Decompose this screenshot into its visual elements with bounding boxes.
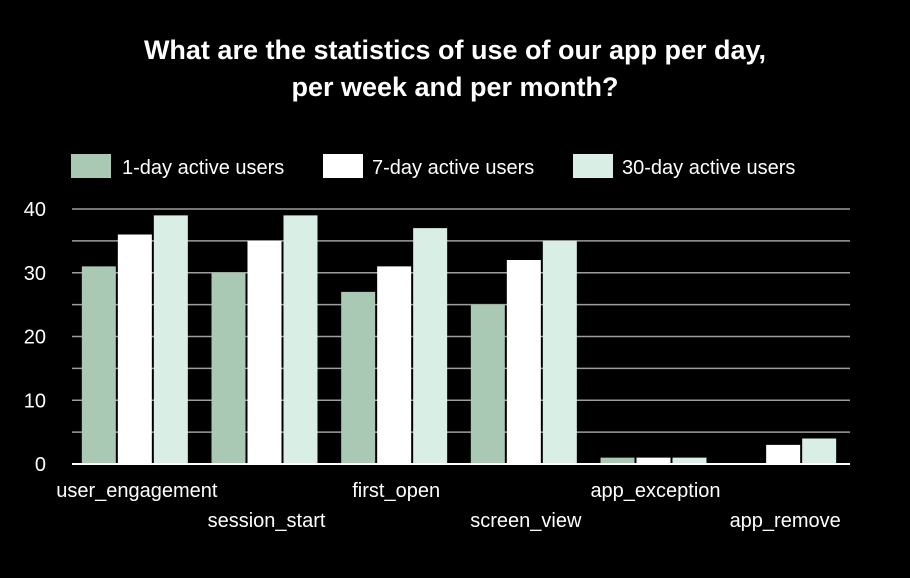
x-category-label: screen_view [470, 510, 582, 532]
bar-user_engagement-2 [117, 234, 152, 464]
x-category-label: first_open [352, 480, 440, 502]
bar-first_open-2 [377, 266, 412, 464]
legend-item-7day: 7-day active users [323, 154, 534, 179]
x-axis-labels: user_engagement session_start first_opensc… [56, 480, 841, 532]
bar-screen_view-2 [506, 260, 541, 464]
chart-title-line-1: What are the statistics of use of our ap… [144, 35, 766, 65]
bar-screen_view-1 [470, 304, 505, 464]
legend: 1-day active users 7-day active users 30… [71, 154, 795, 179]
bar-session_start-3 [283, 215, 318, 464]
x-category-label: app_remove [730, 510, 841, 532]
y-axis-ticks: 0 10 20 30 40 [24, 199, 46, 476]
bar-user_engagement-1 [81, 266, 116, 464]
legend-swatch-30day [573, 154, 613, 178]
y-tick-label: 20 [24, 327, 46, 349]
gridlines [72, 208, 850, 433]
bar-app_exception-3 [672, 457, 707, 464]
legend-swatch-7day [323, 154, 363, 178]
x-category-label: user_engagement [56, 480, 218, 502]
legend-item-1day: 1-day active users [71, 154, 284, 179]
legend-label-30day: 30-day active users [622, 157, 795, 179]
legend-item-30day: 30-day active users [573, 154, 795, 179]
legend-swatch-1day [71, 154, 111, 178]
y-tick-label: 30 [24, 263, 46, 285]
bar-app_remove-3 [802, 438, 837, 464]
bar-user_engagement-3 [153, 215, 188, 464]
bar-screen_view-3 [542, 240, 577, 464]
chart-title-line-2: per week and per month? [291, 72, 618, 102]
x-category-label: session_start [208, 510, 326, 532]
bar-app_remove-2 [766, 444, 801, 464]
chart-title: What are the statistics of use of our ap… [144, 35, 766, 102]
y-tick-label: 10 [24, 390, 46, 412]
bar-app_exception-2 [636, 457, 671, 464]
legend-label-7day: 7-day active users [372, 157, 534, 179]
bar-session_start-1 [211, 272, 246, 464]
bar-first_open-1 [341, 291, 376, 464]
bar-first_open-3 [413, 228, 448, 464]
x-category-label: app_exception [590, 480, 720, 502]
bar-session_start-2 [247, 240, 282, 464]
bar-app_exception-1 [600, 457, 635, 464]
y-tick-label: 0 [35, 454, 46, 476]
legend-label-1day: 1-day active users [122, 157, 284, 179]
y-tick-label: 40 [24, 199, 46, 221]
bars [81, 215, 837, 464]
